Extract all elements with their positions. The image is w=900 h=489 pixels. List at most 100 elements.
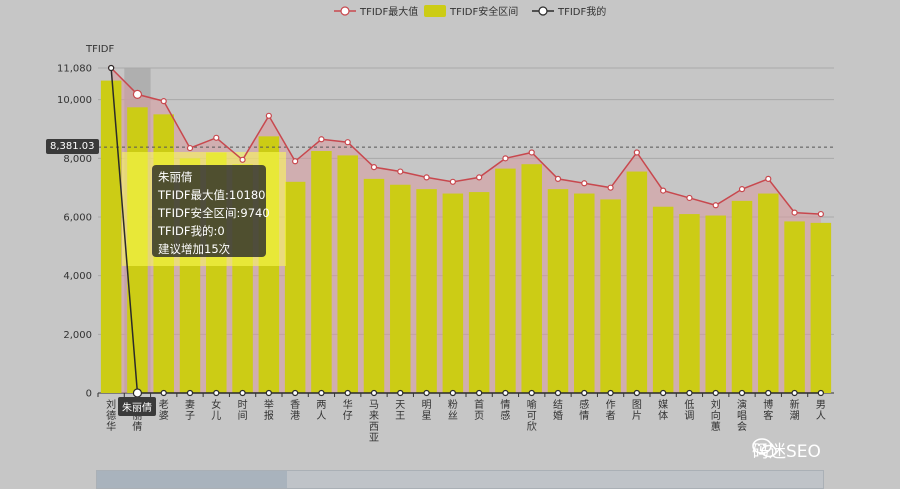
bar-safe-range [521, 164, 542, 393]
mine-point [633, 389, 640, 397]
y-tick-label: 10,000 [57, 95, 92, 106]
max-point [554, 175, 562, 182]
max-point [449, 178, 456, 185]
max-point [660, 187, 667, 194]
wechat-icon [752, 438, 777, 458]
legend-marker [340, 6, 350, 16]
x-tick-label: 两人 [316, 400, 326, 422]
bar-safe-range [390, 184, 411, 393]
mine-point [502, 389, 509, 397]
legend-label: TFIDF我的 [557, 5, 606, 18]
tooltip-mine: TFIDF我的:0 [158, 224, 225, 238]
max-point [633, 149, 640, 156]
y-tick-label: 11,080 [57, 64, 92, 75]
y-tick-label: 0 [86, 389, 92, 400]
mine-point [712, 389, 719, 397]
bar-safe-range [784, 221, 805, 393]
bar-safe-range [311, 151, 332, 393]
bar-safe-range [652, 206, 674, 393]
mine-point [213, 389, 220, 397]
max-point [791, 209, 798, 216]
mine-point [292, 389, 299, 397]
y-tick-label: 6,000 [63, 213, 92, 224]
tooltip-suggest: 建议增加15次 [158, 242, 231, 256]
max-point [213, 134, 220, 141]
bar-safe-range [495, 168, 516, 393]
bar-safe-range [416, 189, 437, 393]
bar-safe-range [337, 155, 358, 393]
mine-point [607, 389, 614, 397]
x-tick-label: 结婚 [553, 398, 563, 422]
x-tick-label: 明星 [422, 399, 432, 422]
max-point [344, 139, 351, 146]
data-zoom-handle[interactable] [97, 471, 287, 488]
bar-safe-range [600, 199, 621, 393]
bar-safe-range [284, 181, 306, 393]
bar-safe-range [100, 80, 122, 393]
x-tick-label: 情感 [500, 398, 510, 422]
mine-point [370, 389, 378, 397]
bar-safe-range [574, 193, 595, 393]
max-point [132, 89, 143, 99]
x-tick-label: 喻可欣 [527, 398, 537, 433]
mine-point [765, 389, 772, 397]
mine-point [449, 389, 456, 397]
mine-point [397, 389, 404, 397]
bar-safe-range [731, 200, 753, 393]
x-tick-label: 粉丝 [448, 398, 458, 422]
bar-safe-range [547, 189, 569, 393]
x-tick-label: 香港 [290, 399, 300, 422]
max-point [502, 155, 509, 162]
tooltip-title: 朱丽倩 [158, 170, 193, 184]
bar-safe-range [626, 171, 648, 393]
x-tick-label: 媒体 [658, 399, 668, 422]
mine-point [265, 389, 272, 397]
x-tick-label: 妻子 [185, 398, 195, 422]
mine-point [108, 64, 115, 72]
tooltip-max: TFIDF最大值:10180 [158, 188, 266, 202]
tooltip: 朱丽倩 TFIDF最大值:10180 TFIDF安全区间:9740 TFIDF我… [152, 165, 270, 257]
mine-point [186, 389, 194, 397]
x-tick-label: 举报 [264, 398, 274, 422]
max-point [765, 175, 772, 182]
x-tick-label: 男人 [816, 399, 826, 422]
bar-safe-range [810, 222, 832, 393]
data-zoom-slider[interactable] [96, 470, 824, 489]
x-tick-label: 感情 [579, 398, 589, 422]
bar-safe-range [442, 193, 464, 393]
mine-point [660, 389, 667, 397]
legend-swatch [424, 5, 446, 17]
x-tick-label: 华仔 [343, 398, 353, 422]
x-tick-label: 博客 [763, 398, 773, 422]
x-tick-label: 作者 [606, 399, 616, 422]
mine-point [817, 389, 824, 397]
max-point [239, 156, 246, 163]
mine-point [423, 389, 430, 397]
max-point [607, 184, 614, 191]
x-tick-label: 刘向蕙 [711, 399, 721, 433]
legend-marker [538, 6, 548, 16]
x-tick-label: 新潮 [790, 398, 800, 422]
mine-point [344, 389, 351, 397]
max-point [476, 174, 483, 181]
tooltip-safe: TFIDF安全区间:9740 [158, 206, 270, 220]
mine-point [528, 389, 535, 397]
mine-point [554, 389, 562, 397]
x-tick-label: 老婆 [159, 398, 169, 422]
x-tick-label: 马来西亚 [369, 399, 379, 444]
mine-point [160, 389, 167, 397]
max-point [738, 186, 746, 193]
bar-safe-range [363, 178, 385, 393]
legend-label: TFIDF安全区间 [449, 5, 518, 18]
max-point [318, 136, 325, 143]
mine-point [581, 389, 588, 397]
bar-safe-range [705, 215, 726, 393]
max-point [817, 210, 824, 218]
x-tick-label: 演唱会 [737, 398, 747, 433]
x-tick-label: 图片 [632, 399, 642, 422]
mine-point [738, 389, 746, 397]
bar-safe-range [468, 192, 490, 393]
mine-point [791, 389, 798, 397]
max-point [160, 98, 167, 105]
y-tick-label: 4,000 [63, 271, 92, 282]
